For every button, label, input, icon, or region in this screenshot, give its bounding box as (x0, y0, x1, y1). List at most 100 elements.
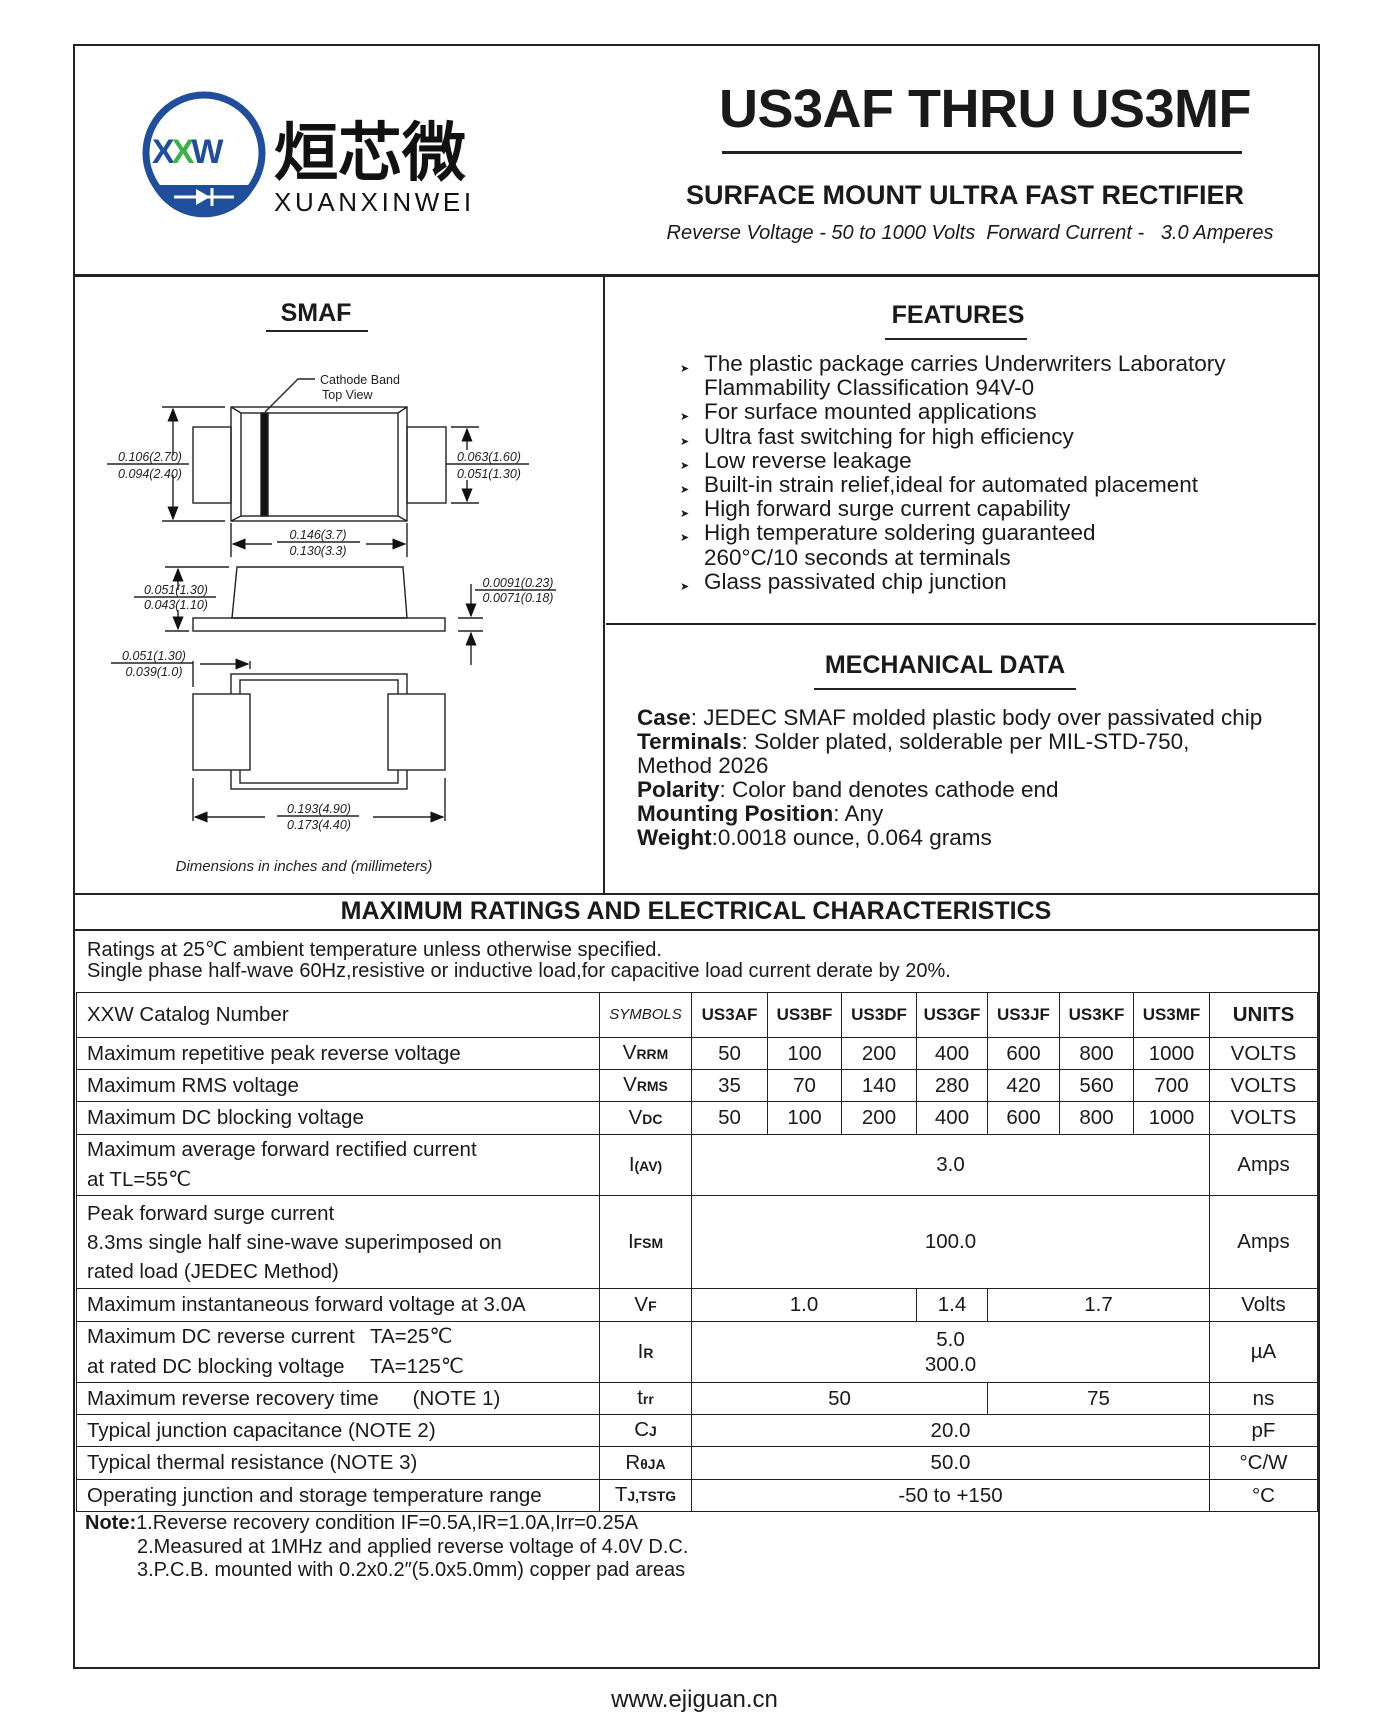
row-label: Maximum reverse recovery time (NOTE 1) (76, 1382, 600, 1415)
mechanical-title-underline (814, 688, 1076, 690)
label-text: Maximum DC reverse current (87, 1325, 355, 1348)
label-text: 8.3ms single half sine-wave superimposed… (87, 1230, 502, 1254)
terminals-value: : Solder plated, solderable per MIL-STD-… (741, 729, 1190, 754)
mech-mounting: Mounting Position: Any (637, 802, 1262, 826)
value-text: 1000 (1148, 1041, 1195, 1065)
header-part: US3DF (841, 992, 917, 1038)
logo-band (152, 185, 256, 218)
label-line: Peak forward surge current (87, 1199, 599, 1228)
row-value: 1.4 (916, 1288, 988, 1322)
feature-item: 260°C/10 seconds at terminals (680, 545, 1225, 570)
row-value: 600 (987, 1037, 1060, 1070)
cathode-band-label: Cathode Band (320, 373, 400, 387)
symbol-sub: rr (642, 1391, 654, 1407)
case-label: Case (637, 705, 691, 730)
row-symbol: CJ (599, 1414, 692, 1447)
feature-item: ➤ Low reverse leakage (680, 448, 1225, 473)
row-value: 100 (767, 1101, 842, 1135)
weight-value: :0.0018 ounce, 0.064 grams (711, 825, 992, 850)
mechanical-data: Case: JEDEC SMAF molded plastic body ove… (637, 706, 1262, 850)
feature-text: Glass passivated chip junction (704, 568, 1007, 594)
value-text: 100 (787, 1106, 822, 1129)
table-row: Maximum repetitive peak reverse voltage V… (76, 1037, 1318, 1070)
package-outline-drawing: Cathode Band Top View 0.106(2.70) 0.094(… (107, 373, 556, 875)
feature-item: ➤ Built-in strain relief,ideal for automa… (680, 472, 1225, 497)
row-value: 3.0 (691, 1134, 1210, 1196)
table-row: Maximum average forward rectified curren… (76, 1134, 1318, 1196)
header-part: US3MF (1133, 992, 1210, 1038)
bottom-view (192, 673, 446, 790)
value-text: 200 (861, 1041, 897, 1065)
dim-lead-thickness-max: 0.0091(0.23) (483, 576, 554, 590)
label-text: Maximum average forward rectified curren… (87, 1138, 477, 1161)
row-unit: Amps (1209, 1195, 1318, 1289)
table-row: Maximum DC blocking voltage VDC 50 100 200 40… (76, 1101, 1318, 1135)
row-unit: VOLTS (1209, 1069, 1318, 1102)
bullet-icon: ➤ (680, 484, 690, 497)
table-row: Peak forward surge current 8.3ms single h… (76, 1195, 1318, 1289)
row-symbol: VF (599, 1288, 692, 1322)
label-text: at rated DC blocking voltage (87, 1355, 345, 1378)
header-part: US3BF (767, 992, 842, 1038)
row-label: Maximum RMS voltage (76, 1069, 600, 1102)
symbol-sub: F (648, 1297, 657, 1314)
table-row: Maximum DC reverse current TA=25℃ at rated… (76, 1321, 1318, 1383)
header-symbols: SYMBOLS (599, 992, 692, 1038)
row-value: 50 (691, 1037, 768, 1070)
row-symbol: I(AV) (599, 1134, 692, 1196)
value-text: 20.0 (930, 1418, 971, 1442)
row-unit: Amps (1209, 1134, 1318, 1196)
symbol-main: V (623, 1073, 637, 1096)
label-text: Maximum DC blocking voltage (87, 1106, 364, 1129)
value-text: 560 (1079, 1073, 1114, 1097)
notes-label: Note: (85, 1512, 137, 1534)
dim-body-height-max: 0.051(1.30) (144, 583, 208, 597)
row-value: 800 (1059, 1037, 1134, 1070)
row-unit: ns (1209, 1382, 1318, 1415)
symbol-sub: RMS (636, 1078, 668, 1094)
value-text: 420 (1006, 1073, 1041, 1097)
dim-height-max: 0.106(2.70) (118, 450, 182, 464)
row-value: 400 (916, 1037, 988, 1070)
symbol-main: V (634, 1292, 649, 1316)
value-text: 800 (1079, 1106, 1114, 1129)
table-row: Maximum instantaneous forward voltage at… (76, 1288, 1318, 1322)
ratings-title-line (75, 929, 1318, 931)
bullet-icon: ➤ (680, 411, 690, 424)
dim-body-length-max: 0.146(3.7) (290, 528, 347, 542)
label-text: Operating junction and storage temperatu… (87, 1483, 542, 1507)
mechanical-title: MECHANICAL DATA (824, 651, 1066, 679)
row-value: 35 (691, 1069, 768, 1102)
row-label: Peak forward surge current 8.3ms single h… (76, 1195, 600, 1289)
feature-item: Flammability Classification 94V-0 (680, 376, 1225, 400)
symbol-main: R (625, 1450, 641, 1474)
label-line: Maximum DC reverse current TA=25℃ (87, 1322, 599, 1352)
row-value: 50 (691, 1101, 768, 1135)
note-item: 1.Reverse recovery condition IF=0.5A,IR=… (136, 1512, 639, 1534)
row-unit: µA (1209, 1321, 1318, 1383)
company-logo: XXW 烜芯微 XUANXINWEI (142, 91, 471, 218)
label-text: Maximum reverse recovery time (87, 1386, 379, 1410)
row-label: Typical thermal resistance (NOTE 3) (76, 1446, 600, 1480)
row-unit: VOLTS (1209, 1101, 1318, 1135)
symbol-sub: J,TSTG (627, 1488, 677, 1504)
dim-body-length-min: 0.130(3.3) (290, 544, 347, 558)
symbol-sub: DC (642, 1110, 663, 1127)
value-text: 50 (828, 1386, 851, 1410)
value-text: 200 (861, 1106, 897, 1129)
title-underline (722, 151, 1242, 154)
value-text: 700 (1154, 1073, 1189, 1097)
dim-body-height-min: 0.043(1.10) (144, 598, 208, 612)
datasheet-frame (73, 44, 1320, 1669)
label-text: Typical junction capacitance (NOTE 2) (87, 1418, 436, 1442)
symbol-main: I (628, 1152, 635, 1176)
footer-url[interactable]: www.ejiguan.cn (611, 1686, 778, 1713)
row-symbol: RθJA (599, 1446, 692, 1480)
row-unit: VOLTS (1209, 1037, 1318, 1070)
bullet-icon: ➤ (680, 580, 690, 593)
label-line: Maximum average forward rectified curren… (87, 1135, 599, 1165)
row-unit: °C/W (1209, 1446, 1318, 1480)
dimensions-caption: Dimensions in inches and (millimeters) (176, 858, 433, 875)
row-unit: °C (1209, 1479, 1318, 1512)
row-value: 420 (987, 1069, 1060, 1102)
